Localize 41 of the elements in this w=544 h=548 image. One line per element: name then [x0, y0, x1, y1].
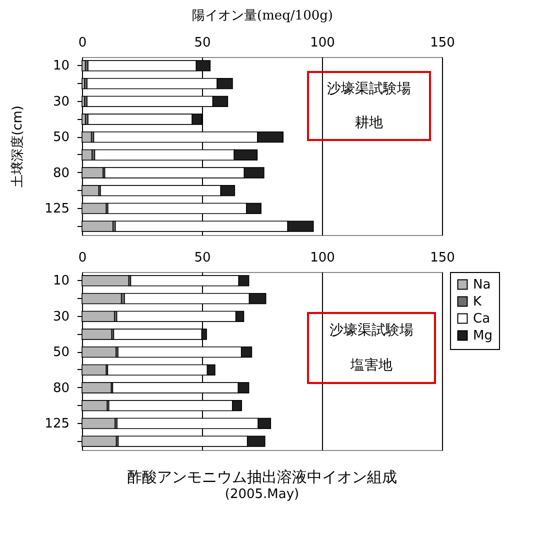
y-tick-label: 80 — [52, 380, 70, 396]
x-tick-label: 150 — [430, 36, 455, 50]
legend-label: K — [473, 294, 482, 310]
y-tick-label: 10 — [52, 274, 70, 289]
x-tick-label: 150 — [430, 250, 455, 266]
annotation: 沙壕渠試験場 — [330, 322, 414, 338]
y-tick-label: 50 — [52, 345, 70, 360]
x-tick-label: 50 — [194, 250, 211, 266]
x-tick-label: 0 — [78, 36, 87, 50]
bar — [82, 220, 114, 232]
bar — [82, 328, 112, 340]
bar — [82, 149, 92, 160]
text: (2005.May) — [224, 487, 300, 502]
bar — [82, 167, 104, 178]
bar — [82, 293, 122, 304]
x-axis-title: 陽イオン量(meq/100g) — [192, 8, 334, 24]
y-tick-label: 80 — [52, 166, 70, 181]
y-tick-label: 125 — [44, 201, 70, 216]
annotation: 耕地 — [355, 115, 383, 131]
y-tick-label: 10 — [52, 58, 70, 74]
x-tick-label: 100 — [310, 36, 335, 50]
bar — [82, 436, 117, 447]
bar — [82, 132, 92, 143]
y-tick-label: 30 — [52, 309, 70, 324]
x-tick-label: 0 — [78, 250, 87, 266]
legend-label: Na — [473, 278, 491, 292]
y-tick-label: 30 — [52, 94, 70, 110]
bar — [82, 418, 116, 429]
text: 酢酸アンモニウム抽出溶液中イオン組成 — [127, 468, 397, 486]
y-tick-label: 50 — [52, 130, 70, 146]
legend-label: Ca — [473, 312, 490, 326]
x-tick-label: 50 — [194, 36, 211, 50]
y-tick-label: 125 — [44, 416, 70, 432]
x-tick-label: 100 — [310, 250, 335, 266]
y-axis-title: 土壌深度(cm) — [10, 106, 26, 188]
bar — [82, 310, 115, 322]
annotation: 塩害地 — [350, 358, 392, 374]
bar — [82, 275, 130, 286]
legend-label: Mg — [473, 328, 492, 344]
bar — [82, 346, 116, 358]
annotation: 沙壕渠試験場 — [327, 81, 411, 97]
